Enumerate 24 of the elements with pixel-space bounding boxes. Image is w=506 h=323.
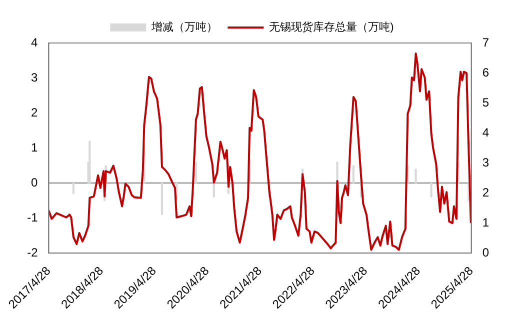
y2-tick-label: 3 (482, 155, 490, 170)
y-tick-label: 4 (31, 35, 38, 50)
bar (88, 140, 91, 184)
y2-tick-label: 0 (482, 245, 490, 260)
y-tick-label: -1 (27, 210, 38, 224)
y2-tick-label: 7 (482, 35, 490, 50)
bar (194, 162, 198, 184)
bar (72, 182, 75, 194)
legend-label: 无锡现货库存总量（万吨) (269, 20, 394, 34)
bar (430, 182, 432, 198)
y-tick-label: 2 (31, 105, 38, 120)
y-tick-label: 3 (31, 70, 38, 84)
y2-tick-label: 4 (482, 125, 490, 140)
y-tick-label: 0 (31, 175, 38, 190)
legend-label: 增减（万吨） (150, 20, 218, 34)
y2-tick-label: 6 (482, 65, 490, 80)
y-tick-label: -2 (27, 245, 38, 260)
y2-tick-label: 5 (482, 95, 490, 110)
bar (414, 168, 417, 184)
y2-tick-label: 2 (482, 185, 490, 200)
bar (352, 165, 355, 184)
y2-tick-label: 1 (482, 215, 490, 230)
bar (160, 182, 164, 215)
y-tick-label: 1 (31, 140, 38, 154)
